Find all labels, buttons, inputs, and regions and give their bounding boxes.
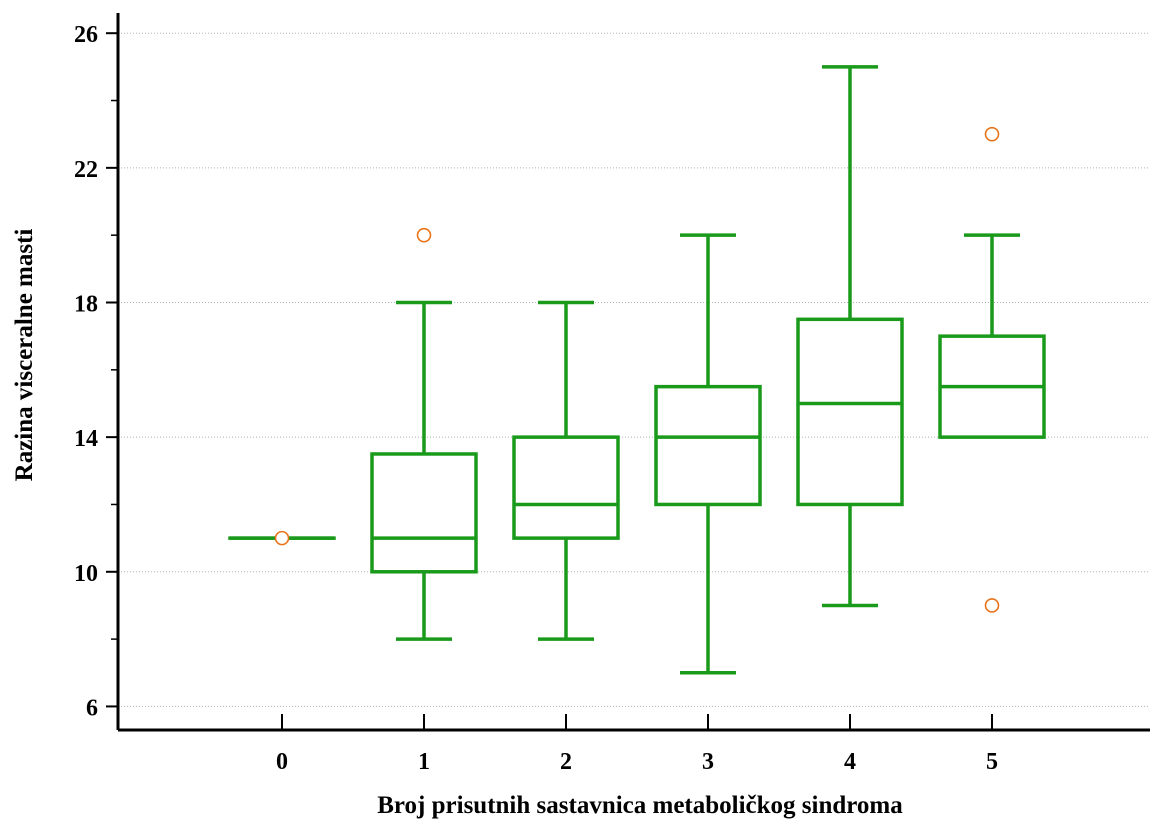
x-tick-label: 1 — [418, 749, 430, 775]
x-axis-title: Broj prisutnih sastavnica metaboličkog s… — [377, 792, 903, 819]
iqr-box — [654, 384, 762, 507]
outlier-point — [416, 227, 432, 243]
box-group-5 — [938, 126, 1046, 613]
x-tick-label: 3 — [702, 749, 714, 775]
iqr-box — [512, 435, 620, 540]
iqr-box — [796, 317, 904, 507]
box-group-4 — [796, 65, 904, 608]
axes — [106, 13, 1150, 732]
box-group-2 — [512, 300, 620, 641]
y-tick-label: 14 — [74, 426, 98, 452]
y-tick-label: 6 — [86, 695, 98, 721]
box-group-3 — [654, 233, 762, 675]
iqr-box — [370, 452, 478, 574]
grid-lines — [118, 32, 1150, 707]
outlier-point — [984, 598, 1000, 613]
y-tick-label: 18 — [74, 291, 98, 317]
x-tick-label: 4 — [844, 749, 856, 775]
x-tick-label: 5 — [986, 749, 998, 775]
y-tick-label: 22 — [74, 157, 98, 183]
outlier-point — [274, 530, 290, 546]
box-series — [228, 65, 1046, 675]
y-tick-label: 10 — [74, 561, 98, 587]
x-tick-label: 2 — [560, 749, 572, 775]
tick-labels: 6 10 14 18 22 26 0 1 2 3 4 5 — [74, 22, 998, 775]
x-tick-label: 0 — [276, 749, 288, 775]
box-group-0 — [228, 530, 336, 546]
box-group-1 — [370, 227, 478, 641]
y-axis-title: Razina visceralne masti — [11, 229, 38, 482]
y-tick-label: 26 — [74, 22, 98, 48]
outlier-point — [984, 126, 1000, 142]
